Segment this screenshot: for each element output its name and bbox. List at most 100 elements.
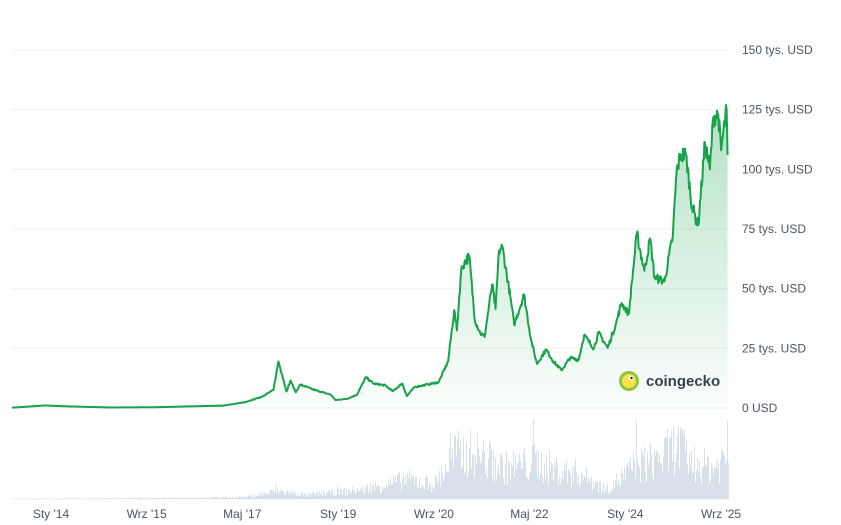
volume-bar xyxy=(247,497,248,499)
volume-bar xyxy=(347,494,348,499)
volume-bar xyxy=(399,471,400,499)
volume-bar xyxy=(168,497,169,499)
volume-bar xyxy=(477,433,478,499)
volume-bar xyxy=(158,498,159,499)
x-tick-label: Wrz '15 xyxy=(127,507,167,521)
volume-bar xyxy=(455,435,456,499)
volume-bar xyxy=(326,493,327,499)
volume-bar xyxy=(621,469,622,499)
volume-bar xyxy=(420,488,421,499)
volume-bar xyxy=(690,465,691,499)
volume-bar xyxy=(240,497,241,499)
volume-bar xyxy=(97,498,98,499)
volume-bar xyxy=(600,481,601,499)
volume-bar xyxy=(310,493,311,499)
volume-bar xyxy=(246,496,247,499)
volume-bar xyxy=(288,492,289,499)
volume-bar xyxy=(353,490,354,499)
volume-bar xyxy=(661,463,662,499)
volume-bar xyxy=(554,461,555,499)
volume-bar xyxy=(457,439,458,499)
volume-bar xyxy=(581,472,582,499)
volume-bar xyxy=(342,495,343,499)
volume-bar xyxy=(591,476,592,499)
volume-bar xyxy=(300,494,301,499)
volume-bar xyxy=(450,433,451,499)
volume-bar xyxy=(95,498,96,499)
volume-bar xyxy=(113,498,114,499)
volume-bar xyxy=(486,468,487,499)
volume-bar xyxy=(367,484,368,499)
volume-bar xyxy=(456,456,457,499)
volume-bar xyxy=(215,497,216,499)
volume-bar xyxy=(508,460,509,499)
volume-bar xyxy=(328,490,329,499)
volume-bar xyxy=(694,446,695,499)
volume-bar xyxy=(354,490,355,499)
volume-bar xyxy=(124,498,125,499)
volume-bar xyxy=(637,460,638,499)
volume-bar xyxy=(316,493,317,499)
volume-bar xyxy=(681,429,682,499)
volume-bar xyxy=(631,470,632,499)
volume-bar xyxy=(530,471,531,499)
volume-bar xyxy=(576,471,577,499)
volume-bar xyxy=(510,479,511,499)
volume-bar xyxy=(656,451,657,499)
volume-bar xyxy=(338,488,339,499)
volume-bar xyxy=(284,494,285,499)
volume-bar xyxy=(329,489,330,499)
volume-bar xyxy=(269,493,270,499)
volume-bar xyxy=(515,454,516,499)
volume-bar xyxy=(549,450,550,499)
volume-bar xyxy=(112,498,113,499)
y-axis-labels: 0 USD 25 tys. USD 50 tys. USD 75 tys. USD 10… xyxy=(742,43,813,415)
volume-bar xyxy=(679,468,680,499)
volume-bar xyxy=(453,466,454,499)
volume-bar xyxy=(78,498,79,499)
volume-bar xyxy=(392,484,393,499)
volume-bar xyxy=(333,495,334,499)
volume-bar xyxy=(252,494,253,499)
volume-bar xyxy=(632,470,633,499)
volume-bar xyxy=(509,462,510,499)
volume-bar xyxy=(688,474,689,499)
volume-bar xyxy=(384,488,385,499)
volume-bar xyxy=(668,471,669,499)
volume-bar xyxy=(634,460,635,499)
volume-bar xyxy=(183,498,184,499)
volume-bar xyxy=(217,496,218,499)
volume-bar xyxy=(131,497,132,499)
volume-bar xyxy=(272,490,273,499)
volume-bar xyxy=(496,479,497,499)
volume-bar xyxy=(522,468,523,499)
volume-bar xyxy=(535,454,536,499)
volume-bar xyxy=(526,478,527,499)
volume-bar xyxy=(473,454,474,499)
volume-bar xyxy=(698,472,699,499)
volume-bar xyxy=(641,448,642,499)
volume-bar xyxy=(452,448,453,499)
volume-bar xyxy=(449,447,450,499)
volume-bar xyxy=(614,488,615,499)
volume-bar xyxy=(706,465,707,499)
volume-bar xyxy=(182,498,183,499)
volume-bar xyxy=(404,484,405,499)
volume-bar xyxy=(640,482,641,499)
volume-bar xyxy=(320,494,321,499)
volume-bar xyxy=(683,435,684,499)
volume-bar xyxy=(722,449,723,499)
volume-bar xyxy=(723,452,724,499)
gecko-logo-icon xyxy=(619,371,639,391)
price-line[interactable] xyxy=(11,104,729,409)
volume-bar xyxy=(606,490,607,499)
volume-bar xyxy=(226,496,227,499)
volume-bar xyxy=(611,489,612,499)
volume-bar xyxy=(115,498,116,499)
price-area-fill xyxy=(12,105,728,408)
volume-bar xyxy=(411,474,412,499)
volume-bar xyxy=(491,450,492,499)
volume-bar xyxy=(391,484,392,499)
price-series-line[interactable] xyxy=(11,104,729,409)
